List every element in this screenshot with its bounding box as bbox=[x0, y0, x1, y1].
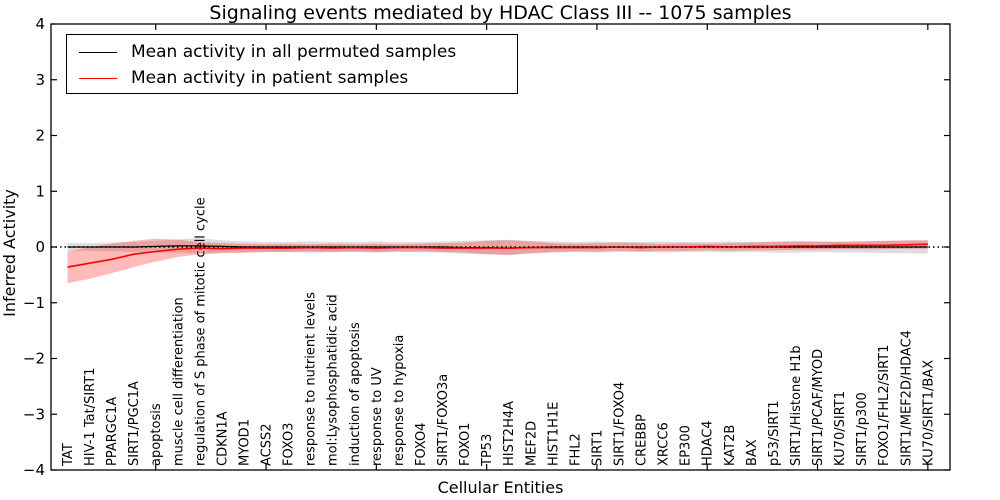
x-category-label: FHL2 bbox=[568, 433, 583, 466]
x-category-label: FOXO1/FHL2/SIRT1 bbox=[877, 345, 892, 466]
y-tick-label: −1 bbox=[23, 294, 45, 312]
x-category-label: SIRT1/PCAF/MYOD bbox=[811, 349, 826, 466]
x-category-label: response to UV bbox=[370, 367, 385, 466]
chart-title: Signaling events mediated by HDAC Class … bbox=[209, 2, 792, 24]
x-category-label: PPARGC1A bbox=[105, 397, 120, 466]
x-category-label: induction of apoptosis bbox=[348, 322, 363, 466]
x-category-label: SIRT1/PGC1A bbox=[127, 381, 142, 466]
y-tick-label: −3 bbox=[23, 405, 45, 423]
x-category-label: response to hypoxia bbox=[392, 335, 407, 466]
x-category-label: HIST2H4A bbox=[502, 401, 517, 466]
x-axis-title: Cellular Entities bbox=[437, 478, 564, 497]
y-tick-label: 4 bbox=[35, 15, 45, 33]
x-category-label: BAX bbox=[745, 439, 760, 466]
x-category-label: HIV-1 Tat/SIRT1 bbox=[83, 368, 98, 466]
x-category-label: ACSS2 bbox=[260, 423, 275, 466]
black-line-sample bbox=[79, 51, 117, 53]
y-tick-label: 1 bbox=[35, 182, 45, 200]
x-category-label: SIRT1 bbox=[590, 430, 605, 466]
x-category-label: SIRT1/Histone H1b bbox=[789, 345, 804, 466]
x-category-label: mol:Lysophosphatidic acid bbox=[326, 294, 341, 466]
x-category-label: KU70/SIRT1/BAX bbox=[921, 360, 936, 466]
x-category-label: SIRT1/p300 bbox=[855, 392, 870, 466]
y-tick-label: 0 bbox=[35, 238, 45, 256]
x-category-label: SIRT1/FOXO3a bbox=[436, 374, 451, 466]
x-category-label: SIRT1/MEF2D/HDAC4 bbox=[899, 330, 914, 466]
x-category-label: HDAC4 bbox=[701, 420, 716, 466]
x-category-label: MYOD1 bbox=[237, 419, 252, 466]
patient-confidence-band bbox=[67, 238, 928, 284]
y-tick-label: 3 bbox=[35, 71, 45, 89]
x-category-label: KU70/SIRT1 bbox=[833, 391, 848, 466]
x-category-label: FOXO1 bbox=[458, 423, 473, 466]
patient-mean-line bbox=[67, 243, 928, 268]
legend-item-permuted: Mean activity in all permuted samples bbox=[67, 39, 517, 65]
y-tick-label: −4 bbox=[23, 461, 45, 479]
x-category-label: TAT bbox=[61, 443, 76, 467]
axes-frame bbox=[50, 23, 951, 471]
x-category-label: HIST1H1E bbox=[546, 402, 561, 466]
x-category-label: FOXO4 bbox=[414, 423, 429, 466]
x-category-label: apoptosis bbox=[149, 403, 164, 466]
x-category-label: CREBBP bbox=[635, 414, 650, 466]
legend-label-permuted: Mean activity in all permuted samples bbox=[131, 42, 457, 62]
x-category-label: SIRT1/FOXO4 bbox=[613, 382, 628, 466]
x-category-label: FOXO3 bbox=[282, 423, 297, 466]
x-category-label: TP53 bbox=[480, 434, 495, 467]
x-category-label: MEF2D bbox=[524, 421, 539, 466]
legend-label-patient: Mean activity in patient samples bbox=[131, 68, 409, 88]
x-category-label: CDKN1A bbox=[215, 411, 230, 466]
x-category-label: response to nutrient levels bbox=[304, 292, 319, 466]
x-category-label: EP300 bbox=[679, 425, 694, 466]
y-tick-label: −2 bbox=[23, 350, 45, 368]
x-category-label: KAT2B bbox=[723, 425, 738, 466]
legend: Mean activity in all permuted samples Me… bbox=[66, 34, 518, 94]
y-tick-label: 2 bbox=[35, 127, 45, 145]
red-line-sample bbox=[79, 77, 117, 79]
x-category-label: muscle cell differentiation bbox=[171, 297, 186, 466]
legend-item-patient: Mean activity in patient samples bbox=[67, 65, 517, 91]
x-category-label: regulation of S phase of mitotic cell cy… bbox=[193, 197, 208, 466]
x-category-label: p53/SIRT1 bbox=[767, 400, 782, 466]
x-category-label: XRCC6 bbox=[657, 422, 672, 466]
